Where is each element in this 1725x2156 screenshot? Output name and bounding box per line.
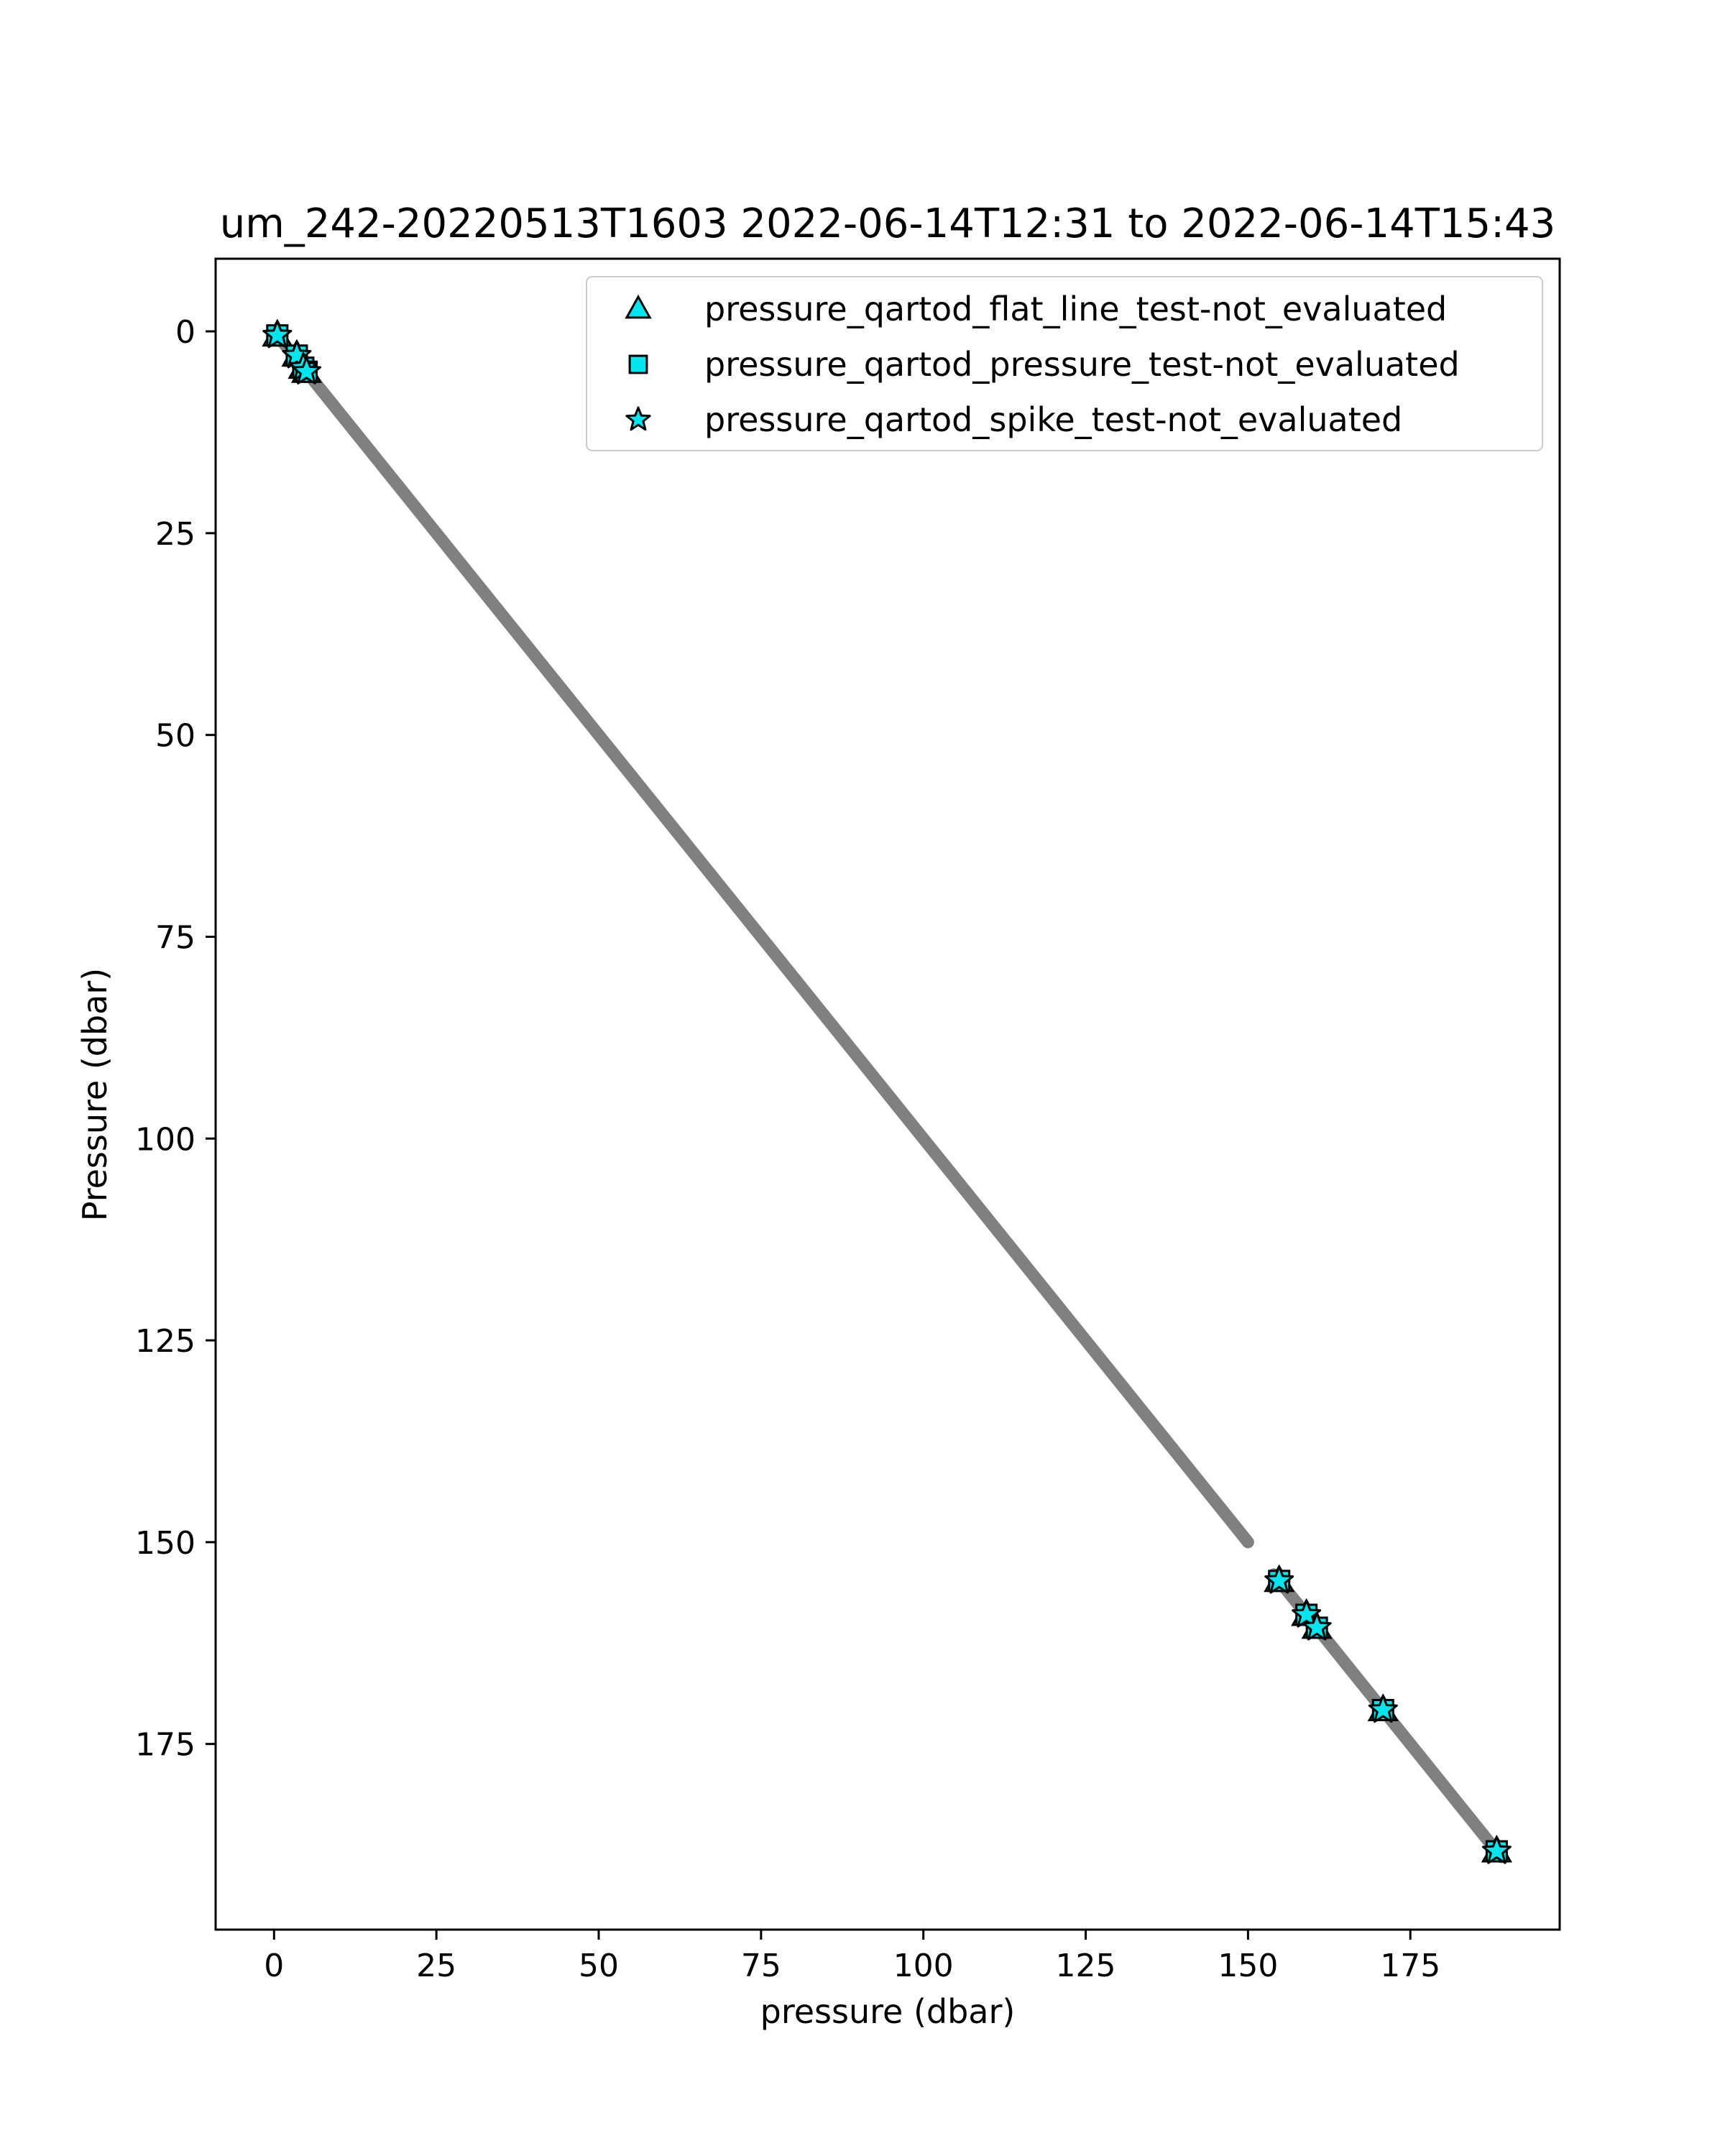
x-tick-label: 175 [1380, 1948, 1440, 1984]
x-tick-label: 150 [1218, 1948, 1278, 1984]
legend-entry: pressure_qartod_pressure_test-not_evalua… [628, 345, 1460, 384]
data-point-star [282, 340, 312, 369]
y-axis-ticks: 0 25 50 75 100 125 150 175 [135, 314, 216, 1764]
data-point-star [1264, 1565, 1294, 1594]
profile-line [271, 329, 1254, 1549]
x-tick-label: 0 [264, 1948, 284, 1984]
plot-area [262, 318, 1512, 1864]
y-tick-label: 25 [155, 516, 196, 553]
x-tick-label: 125 [1056, 1948, 1116, 1984]
data-point-star [262, 320, 293, 349]
legend-label: pressure_qartod_flat_line_test-not_evalu… [704, 290, 1447, 328]
data-point-star [291, 356, 321, 384]
axes-frame [214, 257, 1561, 1931]
x-axis-label: pressure (dbar) [760, 1992, 1016, 2031]
y-tick-label: 125 [135, 1323, 196, 1360]
y-tick-label: 0 [175, 314, 196, 351]
x-tick-label: 75 [741, 1948, 781, 1984]
legend-triangle-icon [625, 294, 652, 319]
data-point-star [1292, 1599, 1322, 1628]
y-tick-label: 100 [135, 1121, 196, 1158]
y-tick-label: 150 [135, 1525, 196, 1562]
data-point-star [1368, 1694, 1398, 1723]
data-point-star [1302, 1612, 1332, 1641]
y-tick-label: 75 [155, 919, 196, 956]
y-axis-label: Pressure (dbar) [75, 968, 114, 1221]
chart-title: um_242-20220513T1603 2022-06-14T12:31 to… [220, 201, 1556, 247]
y-tick-label: 175 [135, 1727, 196, 1764]
legend-frame [586, 276, 1543, 451]
legend-star-icon [625, 406, 651, 431]
x-tick-label: 50 [579, 1948, 619, 1984]
y-tick-label: 50 [155, 718, 196, 755]
legend: pressure_qartod_flat_line_test-not_evalu… [586, 276, 1543, 451]
x-tick-label: 100 [893, 1948, 954, 1984]
legend-label: pressure_qartod_spike_test-not_evaluated [704, 400, 1402, 439]
data-point-star [1481, 1835, 1512, 1864]
x-tick-label: 25 [416, 1948, 456, 1984]
legend-entry: pressure_qartod_flat_line_test-not_evalu… [625, 290, 1447, 328]
legend-label: pressure_qartod_pressure_test-not_evalua… [704, 345, 1460, 384]
legend-square-icon [628, 354, 648, 374]
x-axis-ticks: 0 25 50 75 100 125 150 175 [264, 1930, 1440, 1984]
legend-entry: pressure_qartod_spike_test-not_evaluated [625, 400, 1402, 439]
